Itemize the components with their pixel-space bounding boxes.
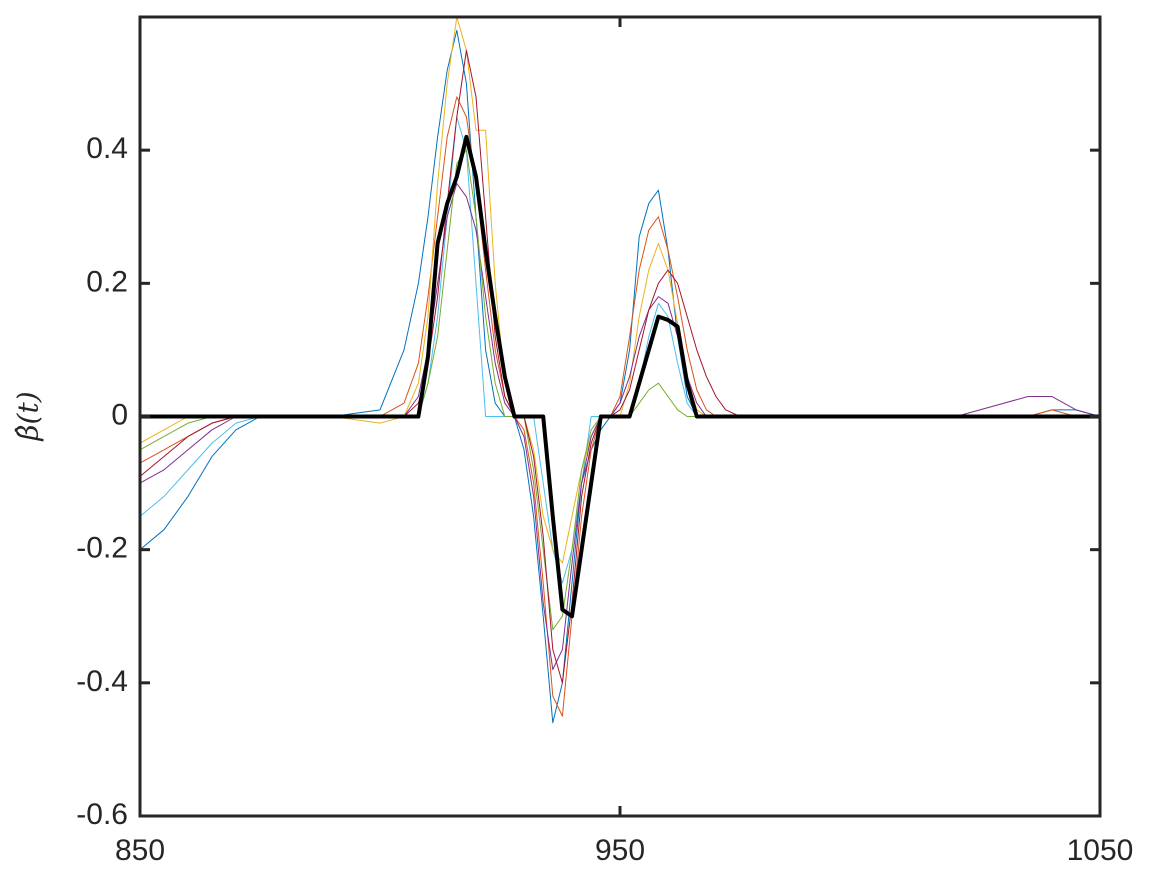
x-tick-label: 950 [595,834,645,867]
data-line [140,116,1100,584]
x-tick-label: 850 [115,834,165,867]
data-line [140,134,1100,619]
y-tick-label: 0.2 [86,265,128,298]
data-line [140,49,1100,684]
y-tick-label: -0.6 [76,798,128,831]
data-line [140,17,1100,564]
y-tick-label: 0.4 [86,132,128,165]
data-line [140,29,1100,724]
y-tick-label: -0.2 [76,532,128,565]
y-axis-label: β̂(t) [12,391,45,441]
y-tick-label: -0.4 [76,665,128,698]
data-line [140,149,1100,631]
x-tick-label: 1050 [1067,834,1134,867]
y-tick-label: 0 [111,398,128,431]
data-line [140,182,1100,671]
data-line [140,96,1100,717]
plot-area [140,17,1100,724]
